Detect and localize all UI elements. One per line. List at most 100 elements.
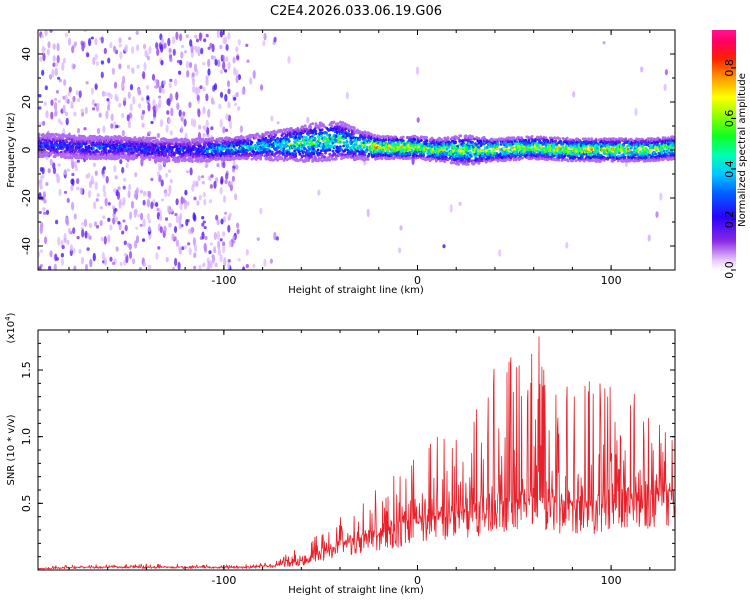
spectrogram-ridge-cell bbox=[74, 136, 78, 140]
spectrogram-ridge-cell bbox=[197, 147, 201, 151]
spectrogram-ridge-cell bbox=[104, 148, 108, 152]
spectrogram-noise-cell bbox=[52, 43, 56, 50]
spectrogram-noise-cell bbox=[210, 97, 215, 105]
spectrogram-noise-cell bbox=[100, 71, 104, 79]
spectrogram-ridge-cell bbox=[441, 142, 445, 146]
spectrogram-ridge-cell bbox=[216, 149, 220, 152]
spectrogram-ridge-cell bbox=[116, 139, 120, 143]
spectrogram-ridge-cell bbox=[322, 139, 325, 143]
spectrogram-noise-cell bbox=[178, 109, 182, 118]
spectrogram-noise-cell bbox=[175, 31, 179, 40]
spectrogram-noise-cell bbox=[54, 253, 58, 262]
spectrogram-noise-cell bbox=[262, 40, 266, 47]
spectrogram-noise-cell bbox=[398, 247, 402, 254]
spectrogram-ridge-cell bbox=[82, 149, 86, 152]
spectrogram-noise-cell bbox=[209, 242, 213, 246]
spectrogram-noise-cell bbox=[96, 193, 100, 198]
spectrogram-noise-cell bbox=[57, 118, 62, 124]
spectrogram-ridge-cell bbox=[472, 145, 475, 149]
spectrogram-ridge-cell bbox=[312, 152, 316, 156]
spectrogram-noise-cell bbox=[118, 37, 122, 44]
spectrogram-noise-cell bbox=[160, 44, 164, 53]
spectrogram-ridge-cell bbox=[358, 131, 361, 135]
spectrogram-ridge-cell bbox=[179, 152, 183, 156]
spectrogram-noise-cell bbox=[176, 102, 180, 111]
spectrogram-noise-cell bbox=[222, 161, 226, 169]
spectrogram-noise-cell bbox=[217, 59, 221, 67]
spectrogram-ridge-cell bbox=[104, 135, 108, 139]
spectrogram-noise-cell bbox=[116, 191, 121, 200]
spectrogram-noise-cell bbox=[103, 191, 107, 197]
spectrogram-ridge-cell bbox=[470, 155, 473, 158]
spectrogram-noise-cell bbox=[158, 95, 162, 99]
spectrogram-ridge-cell bbox=[127, 157, 130, 161]
spectrogram-ridge-cell bbox=[376, 157, 380, 161]
spectrogram-noise-cell bbox=[232, 160, 236, 167]
spectrogram-ridge-cell bbox=[318, 131, 322, 135]
spectrogram-ridge-cell bbox=[90, 154, 94, 158]
spectrogram-ridge-cell bbox=[467, 138, 471, 142]
spectrogram-noise-cell bbox=[142, 190, 147, 197]
spectrogram-ridge-cell bbox=[287, 139, 291, 143]
spectrogram-noise-cell bbox=[119, 51, 123, 60]
spectrogram-ridge-cell bbox=[332, 120, 336, 124]
spectrogram-ridge-cell bbox=[342, 134, 345, 138]
spectrogram-ridge-cell bbox=[71, 147, 75, 151]
spectrogram-ridge-cell bbox=[425, 157, 429, 161]
spectrogram-ridge-cell bbox=[297, 139, 301, 143]
spectrogram-noise-cell bbox=[118, 103, 122, 108]
spectrogram-noise-cell bbox=[193, 45, 197, 51]
spectrogram-noise-cell bbox=[110, 113, 114, 122]
spectrogram-ridge-cell bbox=[367, 131, 371, 135]
spectrogram-noise-cell bbox=[52, 55, 56, 62]
spectrogram-ridge-cell bbox=[296, 159, 300, 162]
spectrogram-noise-cell bbox=[223, 257, 227, 266]
spectrogram-ridge-cell bbox=[324, 151, 327, 155]
spectrogram-noise-cell bbox=[217, 240, 221, 250]
spectrogram-ridge-cell bbox=[460, 154, 464, 158]
spectrogram-noise-cell bbox=[136, 64, 140, 69]
spectrogram-noise-cell bbox=[135, 235, 140, 244]
spectrogram-ridge-cell bbox=[443, 160, 447, 164]
spectrogram-ridge-cell bbox=[289, 135, 292, 139]
spectrogram-ridge-cell bbox=[313, 137, 317, 141]
spectrogram-noise-cell bbox=[117, 186, 121, 191]
spectrogram-noise-cell bbox=[270, 115, 274, 122]
spectrogram-ridge-cell bbox=[159, 140, 162, 144]
spectrogram-ridge-cell bbox=[51, 143, 55, 147]
spectrogram-noise-cell bbox=[156, 48, 160, 57]
spectrogram-noise-cell bbox=[235, 164, 239, 170]
spectrogram-ridge-cell bbox=[350, 151, 354, 155]
spectrogram-ridge-cell bbox=[282, 147, 286, 150]
spectrogram-noise-cell bbox=[169, 178, 173, 184]
spectrogram-noise-cell bbox=[207, 108, 211, 118]
spectrogram-ridge-cell bbox=[84, 145, 88, 149]
spectrogram-ridge-cell bbox=[378, 156, 382, 160]
spectrogram-noise-cell bbox=[101, 252, 105, 260]
spectrogram-noise-cell bbox=[165, 172, 169, 178]
spectrogram-ridge-cell bbox=[331, 157, 335, 161]
spectrogram-ridge-cell bbox=[92, 147, 95, 150]
spectrogram-noise-cell bbox=[113, 188, 117, 193]
spectrogram-ridge-cell bbox=[362, 146, 366, 149]
spectrogram-noise-cell bbox=[205, 33, 209, 38]
spectrogram-ridge-cell bbox=[320, 142, 324, 146]
spectrogram-ridge-cell bbox=[339, 145, 342, 149]
spectrogram-ridge-cell bbox=[431, 157, 435, 161]
spectrogram-noise-cell bbox=[180, 125, 184, 134]
spectrogram-ridge-cell bbox=[399, 150, 403, 153]
spectrogram-noise-cell bbox=[146, 198, 150, 208]
spectrogram-ridge-cell bbox=[387, 147, 390, 151]
spectrogram-ridge-cell bbox=[242, 136, 245, 139]
spectrogram-ridge-cell bbox=[326, 133, 330, 137]
spectrogram-ridge-cell bbox=[311, 122, 315, 126]
spectrogram-ridge-cell bbox=[244, 142, 248, 146]
spectrogram-ridge-cell bbox=[41, 138, 45, 141]
spectrogram-noise-cell bbox=[147, 102, 151, 112]
spectrogram-noise-cell bbox=[163, 42, 167, 49]
spectrogram-ridge-cell bbox=[361, 151, 365, 155]
spectrogram-ridge-cell bbox=[445, 147, 449, 151]
spectrogram-ridge-cell bbox=[340, 157, 343, 161]
spectrogram-ridge-cell bbox=[325, 131, 328, 135]
spectrogram-noise-cell bbox=[222, 245, 226, 254]
